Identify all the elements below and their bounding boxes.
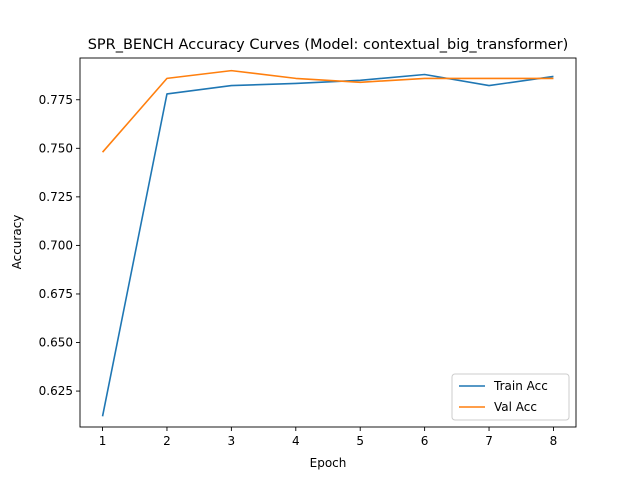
legend: Train Acc Val Acc (451, 373, 570, 421)
y-tick-label: 0.625 (39, 384, 73, 398)
legend-label: Val Acc (494, 400, 537, 414)
series-line-1 (101, 69, 554, 153)
y-tick-label: 0.775 (39, 93, 73, 107)
x-tick-label: 5 (356, 434, 364, 448)
x-tick-label: 6 (421, 434, 429, 448)
y-tick-label: 0.750 (39, 141, 73, 155)
plot-frame (79, 57, 577, 428)
x-axis-ticks: 1 2 3 4 5 6 7 8 (99, 427, 558, 448)
y-tick-label: 0.650 (39, 336, 73, 350)
x-tick-label: 1 (99, 434, 107, 448)
x-tick-label: 3 (228, 434, 236, 448)
y-tick-label: 0.675 (39, 287, 73, 301)
x-tick-label: 4 (292, 434, 300, 448)
plot-lines (101, 69, 554, 417)
x-tick-label: 2 (163, 434, 171, 448)
y-tick-label: 0.725 (39, 190, 73, 204)
series-line-0 (101, 73, 554, 417)
y-tick-label: 0.700 (39, 238, 73, 252)
y-axis-label: Accuracy (10, 215, 24, 270)
x-axis-label: Epoch (310, 456, 347, 470)
legend-label: Train Acc (493, 379, 548, 393)
x-tick-label: 8 (550, 434, 558, 448)
y-axis-ticks: 0.625 0.650 0.675 0.700 0.725 0.750 0.775 (39, 93, 80, 398)
x-tick-label: 7 (485, 434, 493, 448)
chart-title: SPR_BENCH Accuracy Curves (Model: contex… (88, 37, 569, 53)
